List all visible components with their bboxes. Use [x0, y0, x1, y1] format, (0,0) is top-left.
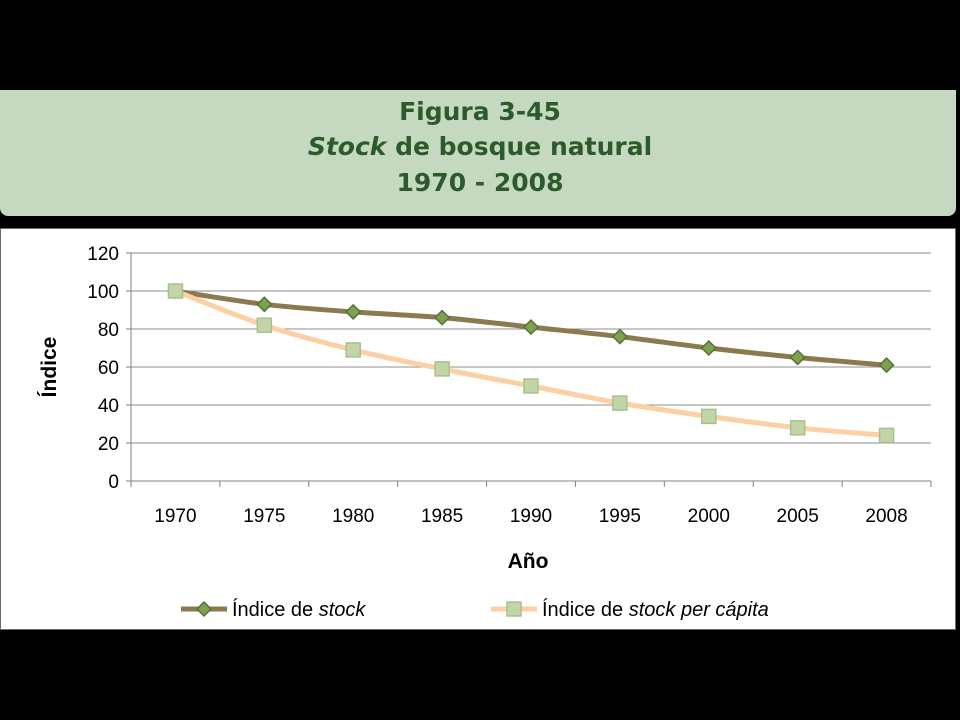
- chart-frame: 0 20 40 60 80 100 120 1970 1975 1980 1985 1990 1995 2…: [0, 228, 956, 630]
- series-2-point: [167, 283, 184, 299]
- line-chart: 0 20 40 60 80 100 120 1970 1975 1980 1985 1990 1995 2…: [38, 244, 932, 621]
- figure-title-italic: Stock: [307, 132, 387, 161]
- series-1-point: [700, 339, 717, 357]
- series-1-point: [434, 309, 451, 326]
- series-2-point: [612, 395, 628, 411]
- series-2-point: [523, 378, 539, 394]
- y-tick-label: 80: [98, 320, 119, 341]
- figure-title: Stock de bosque natural: [0, 132, 960, 161]
- series-2-point: [789, 420, 806, 436]
- series-1-point: [611, 328, 628, 345]
- y-axis-title: Índice: [38, 337, 61, 398]
- series-1-point: [878, 357, 895, 374]
- x-tick-label: 2008: [865, 506, 907, 527]
- y-tick-label: 40: [98, 396, 119, 417]
- y-tick-label: 60: [98, 358, 119, 379]
- legend-label-2: Índice de stock per cápita: [542, 598, 769, 621]
- series-2-point: [878, 427, 895, 444]
- series-2-point: [434, 361, 450, 377]
- x-tick-label: 2005: [777, 506, 819, 527]
- figure-period: 1970 - 2008: [396, 168, 564, 197]
- series-1-point: [522, 319, 540, 336]
- series-2-point: [701, 408, 717, 425]
- x-tick-label: 1990: [510, 506, 552, 527]
- series-2-point: [256, 317, 273, 333]
- figure-number: Figura 3-45: [399, 97, 561, 126]
- figure-title-rest: de bosque natural: [386, 132, 653, 161]
- x-tick-label: 1985: [421, 506, 463, 527]
- x-tick-label: 1980: [332, 506, 374, 527]
- series-1-point: [256, 296, 273, 313]
- figure-title-band: [0, 90, 956, 216]
- series-line-2: [172, 288, 890, 438]
- x-tick-label: 1975: [243, 506, 285, 527]
- series-1-point: [345, 303, 362, 320]
- legend-label-1: Índice de stock: [232, 598, 366, 621]
- x-tick-label: 1970: [154, 506, 196, 527]
- y-tick-label: 0: [108, 472, 119, 493]
- x-tick-label: 2000: [688, 506, 730, 527]
- y-tick-label: 20: [98, 434, 119, 455]
- series-2-point: [345, 342, 361, 358]
- x-tick-label: 1995: [599, 506, 641, 527]
- y-tick-label: 120: [87, 244, 119, 265]
- y-tick-label: 100: [87, 282, 119, 303]
- x-axis-title: Año: [508, 550, 549, 573]
- legend-marker-1: [195, 600, 213, 618]
- series-1-point: [789, 349, 806, 366]
- legend-marker-2: [506, 601, 522, 617]
